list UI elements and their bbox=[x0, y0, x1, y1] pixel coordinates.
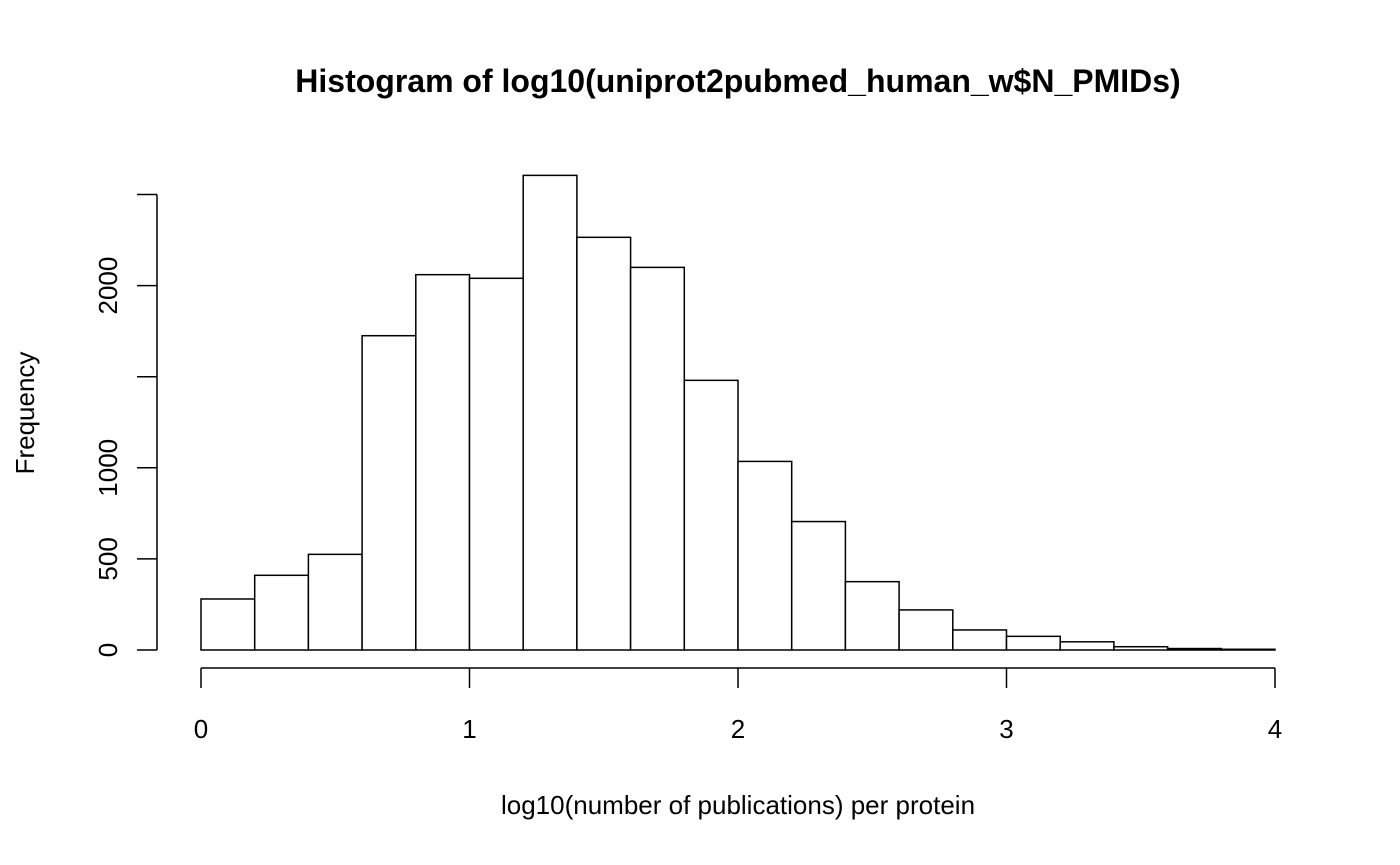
histogram-bar-0 bbox=[200, 598, 256, 651]
histogram-bar-18 bbox=[1166, 647, 1223, 651]
histogram-bar-5 bbox=[468, 277, 524, 651]
x-axis-label: log10(number of publications) per protei… bbox=[501, 790, 975, 820]
x-tick-label-2: 2 bbox=[731, 714, 745, 744]
histogram-bar-17 bbox=[1113, 645, 1169, 651]
y-axis-label: Frequency bbox=[10, 352, 40, 475]
histogram-bar-10 bbox=[737, 460, 793, 651]
histogram-bar-3 bbox=[361, 334, 417, 651]
y-tick-label-4: 2000 bbox=[93, 257, 123, 315]
histogram-bar-9 bbox=[683, 379, 739, 651]
histogram-bars bbox=[200, 174, 1276, 651]
x-tick-label-3: 3 bbox=[999, 714, 1013, 744]
histogram-bar-8 bbox=[629, 266, 686, 651]
x-tick-label-4: 4 bbox=[1268, 714, 1282, 744]
chart-title: Histogram of log10(uniprot2pubmed_human_… bbox=[295, 63, 1180, 99]
x-tick-label-0: 0 bbox=[194, 714, 208, 744]
histogram-bar-6 bbox=[522, 174, 578, 651]
histogram-bar-12 bbox=[844, 580, 900, 651]
histogram-bar-14 bbox=[952, 629, 1008, 651]
x-tick-label-1: 1 bbox=[462, 714, 476, 744]
histogram-bar-1 bbox=[253, 574, 310, 651]
histogram-bar-19 bbox=[1220, 648, 1276, 651]
histogram-bar-13 bbox=[898, 609, 954, 651]
histogram-bar-11 bbox=[790, 520, 847, 651]
y-tick-label-0: 0 bbox=[93, 643, 123, 657]
histogram-bar-7 bbox=[576, 236, 632, 651]
histogram-bar-2 bbox=[307, 553, 363, 651]
x-axis: 0 1 2 3 4 bbox=[194, 667, 1282, 744]
y-tick-label-1: 500 bbox=[93, 537, 123, 580]
histogram-bar-16 bbox=[1059, 641, 1115, 651]
y-tick-label-2: 1000 bbox=[93, 439, 123, 497]
y-axis: 0 500 1000 2000 bbox=[93, 193, 158, 657]
histogram-bar-15 bbox=[1005, 635, 1061, 651]
histogram-bar-4 bbox=[415, 273, 471, 651]
